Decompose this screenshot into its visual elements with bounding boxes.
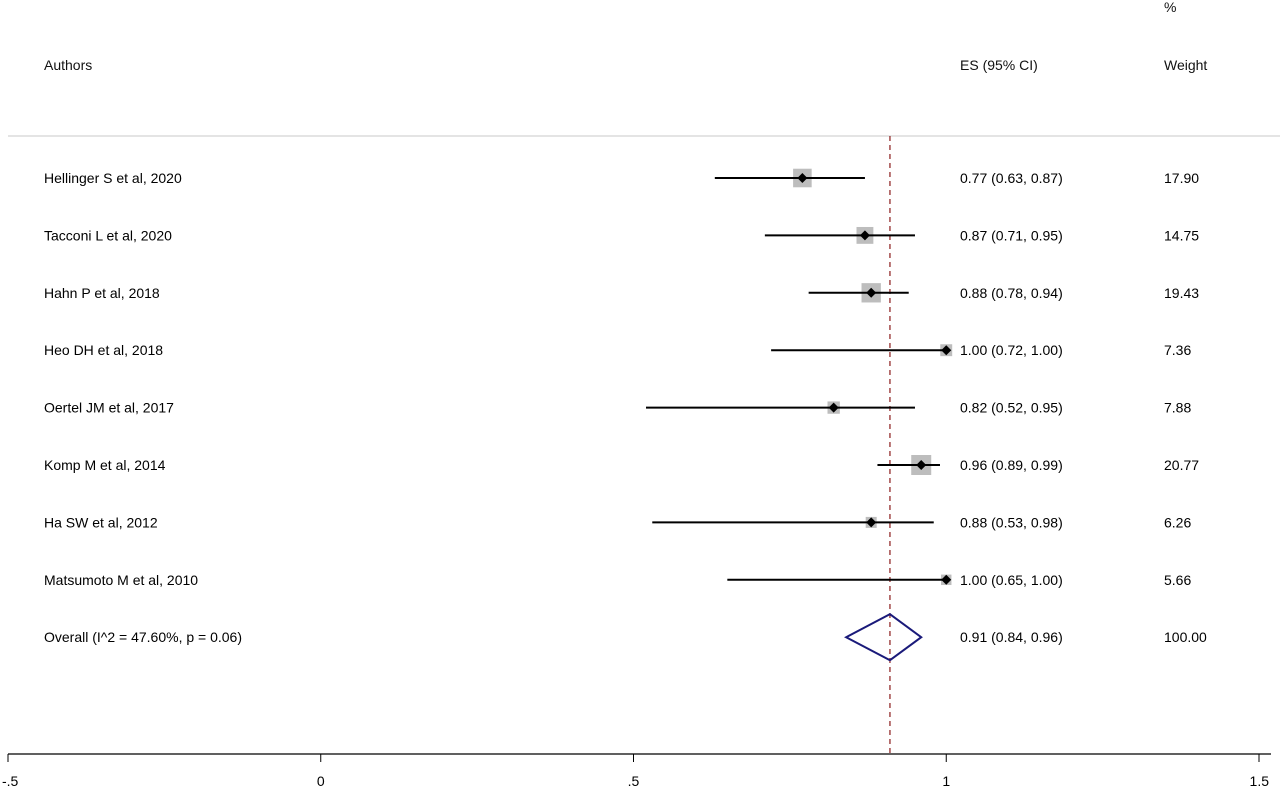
study-point-estimate bbox=[797, 173, 808, 183]
study-es-ci-label: 1.00 (0.72, 1.00) bbox=[960, 342, 1063, 358]
overall-label: Overall (I^2 = 47.60%, p = 0.06) bbox=[44, 629, 242, 645]
study-author-label: Matsumoto M et al, 2010 bbox=[44, 572, 198, 588]
study-weight-label: 14.75 bbox=[1164, 227, 1199, 243]
study-es-ci-label: 0.88 (0.78, 0.94) bbox=[960, 285, 1063, 301]
study-weight-label: 17.90 bbox=[1164, 170, 1199, 186]
study-es-ci-label: 0.82 (0.52, 0.95) bbox=[960, 400, 1063, 416]
study-author-label: Hahn P et al, 2018 bbox=[44, 285, 160, 301]
study-weight-label: 20.77 bbox=[1164, 457, 1199, 473]
study-point-estimate bbox=[916, 460, 927, 470]
x-axis-tick-label: -.5 bbox=[2, 773, 19, 787]
x-axis-tick-label: 1.5 bbox=[1250, 773, 1270, 787]
study-es-ci-label: 0.87 (0.71, 0.95) bbox=[960, 227, 1063, 243]
percent-header: % bbox=[1164, 0, 1177, 15]
study-author-label: Komp M et al, 2014 bbox=[44, 457, 166, 473]
study-es-ci-label: 0.88 (0.53, 0.98) bbox=[960, 514, 1063, 530]
study-author-label: Ha SW et al, 2012 bbox=[44, 514, 158, 530]
study-point-estimate bbox=[941, 574, 952, 585]
study-es-ci-label: 0.96 (0.89, 0.99) bbox=[960, 457, 1063, 473]
study-weight-label: 7.36 bbox=[1164, 342, 1191, 358]
study-point-estimate bbox=[866, 517, 877, 528]
study-es-ci-label: 0.77 (0.63, 0.87) bbox=[960, 170, 1063, 186]
study-weight-label: 6.26 bbox=[1164, 514, 1191, 530]
study-weight-label: 5.66 bbox=[1164, 572, 1191, 588]
study-point-estimate bbox=[941, 345, 952, 356]
study-es-ci-label: 1.00 (0.65, 1.00) bbox=[960, 572, 1063, 588]
x-axis-tick-label: 0 bbox=[317, 773, 325, 787]
study-point-estimate bbox=[866, 287, 877, 298]
overall-es-ci-label: 0.91 (0.84, 0.96) bbox=[960, 629, 1063, 645]
weight-header: Weight bbox=[1164, 57, 1208, 73]
authors-header: Authors bbox=[44, 57, 93, 73]
study-author-label: Tacconi L et al, 2020 bbox=[44, 227, 172, 243]
study-weight-label: 7.88 bbox=[1164, 400, 1191, 416]
overall-diamond bbox=[844, 613, 923, 662]
study-author-label: Hellinger S et al, 2020 bbox=[44, 170, 182, 186]
overall-weight-label: 100.00 bbox=[1164, 629, 1207, 645]
study-point-estimate bbox=[828, 402, 839, 413]
study-weight-label: 19.43 bbox=[1164, 285, 1199, 301]
x-axis-tick-label: 1 bbox=[942, 773, 950, 787]
x-axis-tick-label: .5 bbox=[628, 773, 640, 787]
study-author-label: Heo DH et al, 2018 bbox=[44, 342, 163, 358]
es-ci-header: ES (95% CI) bbox=[960, 57, 1038, 73]
study-point-estimate bbox=[859, 230, 870, 241]
study-author-label: Oertel JM et al, 2017 bbox=[44, 400, 174, 416]
